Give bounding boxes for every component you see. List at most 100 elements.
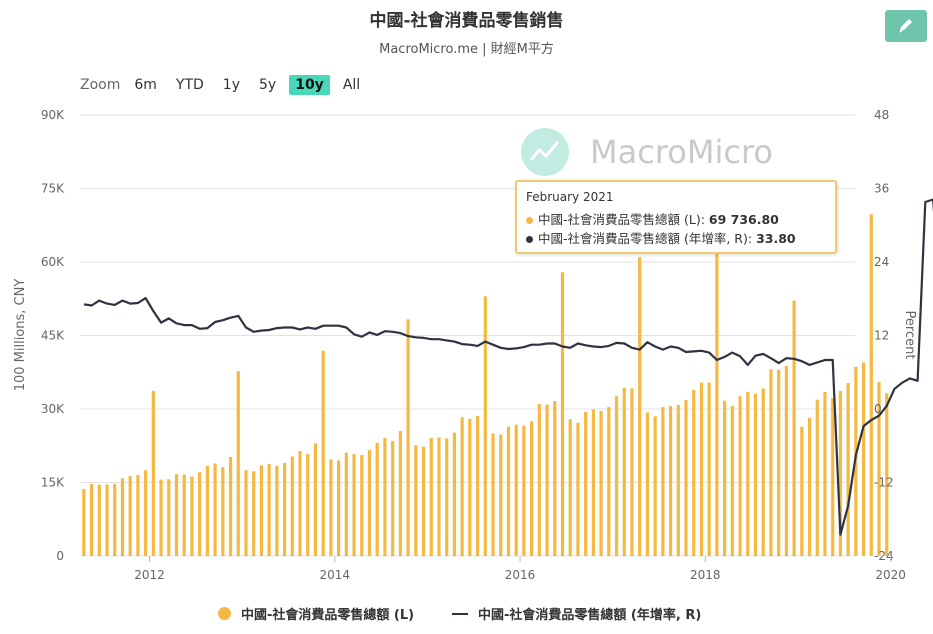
bar: [545, 404, 549, 556]
bar: [252, 471, 256, 556]
bar: [784, 365, 788, 556]
left-tick-label: 90K: [41, 108, 65, 122]
bar: [885, 393, 889, 556]
bar: [437, 437, 441, 556]
bar: [205, 465, 209, 556]
right-tick-label: -12: [874, 476, 894, 490]
legend-item-line[interactable]: 中國-社會消費品零售總額 (年增率, R): [452, 604, 701, 623]
bar: [846, 383, 850, 556]
x-tick-label: 2016: [505, 568, 536, 582]
bar: [522, 425, 526, 556]
bar: [190, 476, 194, 556]
bar: [823, 391, 827, 556]
bar: [807, 417, 812, 556]
bar: [530, 421, 534, 556]
bar: [445, 438, 449, 556]
right-tick-label: 12: [874, 329, 889, 343]
right-tick-label: -24: [874, 549, 894, 563]
watermark: MacroMicro: [521, 128, 773, 176]
bar: [738, 396, 742, 556]
bar: [383, 437, 387, 556]
bar: [221, 467, 225, 556]
growth-line: [83, 198, 933, 536]
bar: [506, 426, 511, 556]
left-tick-label: 0: [56, 549, 64, 563]
zoom-5y-button[interactable]: 5y: [259, 77, 277, 93]
watermark-logo-icon: [521, 128, 569, 176]
bar: [692, 389, 696, 556]
bar: [120, 478, 125, 556]
bar: [707, 382, 711, 556]
chart-subtitle: MacroMicro.me | 財經M平方: [379, 42, 554, 57]
bar: [259, 465, 264, 556]
bar: [244, 470, 248, 556]
bar: [468, 418, 472, 556]
watermark-text: MacroMicro: [590, 133, 773, 171]
legend-item-bar[interactable]: 中國-社會消費品零售總額 (L): [218, 604, 414, 623]
bar-series: [82, 214, 889, 556]
legend-line-label: 中國-社會消費品零售總額 (年增率, R): [478, 608, 702, 623]
bar: [128, 476, 132, 556]
bar: [97, 484, 101, 556]
bar: [89, 483, 94, 556]
right-tick-label: 0: [874, 402, 882, 416]
bar: [661, 407, 665, 556]
left-tick-label: 15K: [41, 476, 65, 490]
zoom-10y-button[interactable]: 10y: [289, 75, 330, 95]
zoom-6m-button[interactable]: 6m: [134, 77, 157, 93]
bar: [167, 479, 171, 556]
right-tick-label: 48: [874, 108, 889, 122]
bar: [607, 407, 611, 556]
bar: [622, 387, 626, 556]
bar: [730, 406, 734, 556]
bar: [113, 483, 117, 556]
zoom-1y-button[interactable]: 1y: [222, 77, 240, 93]
bar: [638, 257, 642, 556]
edit-button[interactable]: [885, 10, 927, 42]
bar: [151, 390, 155, 556]
bar: [491, 433, 495, 556]
bar: [475, 415, 480, 556]
bar: [213, 463, 217, 556]
zoom-ytd-button[interactable]: YTD: [175, 77, 204, 93]
bar: [560, 272, 565, 556]
bar: [228, 457, 233, 556]
bar-series-dot-icon: [526, 217, 533, 224]
bar: [584, 411, 588, 556]
bar: [684, 400, 688, 556]
bar: [159, 479, 163, 556]
bar: [198, 472, 202, 556]
tooltip-bar-label: 中國-社會消費品零售總額 (L):: [538, 212, 709, 227]
right-tick-label: 36: [874, 182, 889, 196]
bar: [352, 454, 356, 556]
bar: [800, 426, 804, 556]
bar: [877, 382, 881, 556]
bar: [182, 474, 186, 556]
bar: [838, 390, 843, 556]
bar: [568, 419, 572, 556]
legend-line-icon: [452, 612, 468, 615]
tooltip: February 2021 中國-社會消費品零售總額 (L): 69 736.8…: [515, 180, 837, 254]
zoom-all-button[interactable]: All: [342, 77, 361, 93]
bar: [514, 424, 518, 556]
right-axis-title: Percent: [902, 311, 917, 360]
bar: [313, 443, 318, 556]
bar: [676, 405, 680, 556]
bar: [105, 484, 109, 556]
bar: [406, 319, 410, 556]
bar: [236, 371, 240, 556]
x-tick-label: 2018: [690, 568, 721, 582]
chart-title: 中國-社會消費品零售銷售: [369, 11, 564, 31]
bar: [290, 456, 294, 556]
bar: [831, 398, 835, 556]
bar: [668, 406, 673, 556]
bar: [723, 400, 727, 556]
bar: [136, 474, 140, 556]
tooltip-line-label: 中國-社會消費品零售總額 (年增率, R):: [538, 231, 757, 246]
x-tick-label: 2020: [875, 568, 906, 582]
legend: 中國-社會消費品零售總額 (L) 中國-社會消費品零售總額 (年增率, R): [0, 604, 933, 624]
bar: [144, 470, 148, 556]
bar: [630, 388, 634, 556]
left-tick-label: 60K: [41, 255, 65, 269]
